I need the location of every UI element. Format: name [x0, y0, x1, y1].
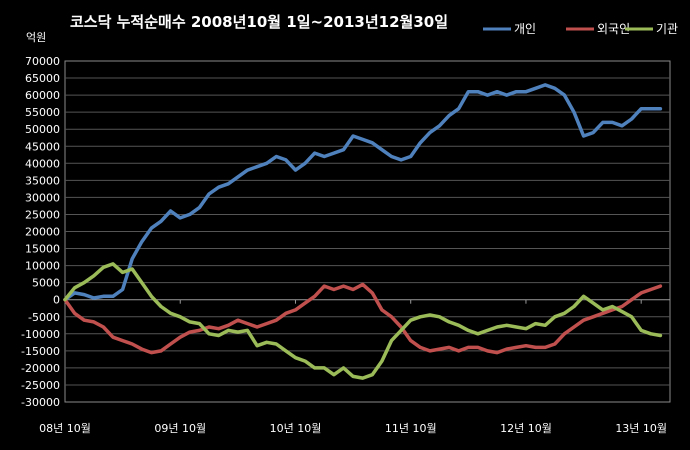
gridlines	[65, 77, 670, 386]
y-tick-label: 25000	[25, 208, 60, 221]
x-tick-label: 09년 10월	[154, 422, 206, 435]
y-tick-label: 45000	[25, 140, 60, 153]
y-axis: 7000065000600005500050000450004000035000…	[21, 55, 60, 409]
series-line-3	[63, 262, 663, 380]
y-tick-label: 5000	[32, 277, 60, 290]
y-tick-label: -20000	[21, 362, 60, 375]
y-tick-label: -30000	[21, 396, 60, 409]
legend-label: 개인	[514, 22, 536, 36]
y-tick-label: 10000	[25, 260, 60, 273]
legend: 개인 외국인 기관	[483, 22, 678, 36]
y-tick-label: -15000	[21, 345, 60, 358]
y-tick-label: 15000	[25, 243, 60, 256]
y-tick-label: 60000	[25, 89, 60, 102]
x-tick-label: 10년 10월	[270, 422, 322, 435]
y-tick-label: 40000	[25, 157, 60, 170]
x-tick-label: 12년 10월	[500, 422, 552, 435]
legend-label: 외국인	[597, 22, 630, 36]
legend-label: 기관	[656, 22, 678, 36]
y-tick-label: 65000	[25, 72, 60, 85]
y-tick-label: 35000	[25, 174, 60, 187]
unit-label: 억원	[26, 31, 46, 44]
y-tick-label: 20000	[25, 226, 60, 239]
y-tick-label: 30000	[25, 191, 60, 204]
x-tick-label: 13년 10월	[615, 422, 667, 435]
y-tick-label: -10000	[21, 328, 60, 341]
x-tick-label: 11년 10월	[385, 422, 437, 435]
series-lines	[63, 83, 663, 380]
x-tick-label: 08년 10월	[39, 422, 91, 435]
y-tick-label: 50000	[25, 123, 60, 136]
y-tick-label: 55000	[25, 106, 60, 119]
y-tick-label: 70000	[25, 55, 60, 68]
x-axis: 08년 10월 09년 10월 10년 10월 11년 10월 12년 10월 13년 1…	[39, 299, 667, 435]
y-tick-label: 0	[53, 294, 60, 307]
y-tick-label: -25000	[21, 379, 60, 392]
chart-title: 코스닥 누적순매수 2008년10월 1일~2013년12월30일	[70, 13, 448, 31]
series-line-1	[63, 83, 663, 302]
series-line-2	[63, 282, 663, 355]
y-tick-label: -5000	[28, 311, 60, 324]
